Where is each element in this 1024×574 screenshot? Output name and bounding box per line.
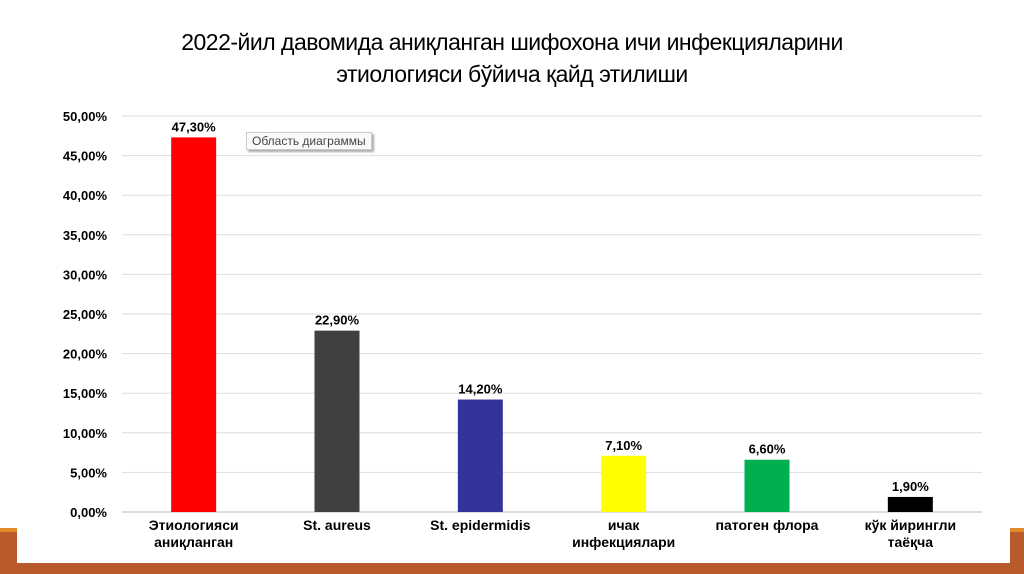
x-category-label: аниқланган	[154, 534, 233, 550]
chart-area-tooltip: Область диаграммы	[246, 132, 372, 150]
data-label: 7,10%	[605, 438, 642, 453]
bar[interactable]	[744, 459, 790, 512]
bar[interactable]	[457, 399, 503, 512]
y-tick-label: 5,00%	[70, 465, 107, 480]
y-tick-label: 50,00%	[63, 109, 108, 124]
y-tick-label: 0,00%	[70, 505, 107, 520]
x-category-label: кўк йирингли	[865, 517, 957, 533]
slide-title: 2022-йил давомида аниқланган шифохона ич…	[0, 26, 1024, 90]
x-category-label: инфекциялари	[572, 534, 675, 550]
data-label: 22,90%	[315, 313, 360, 328]
bar[interactable]	[314, 330, 360, 512]
x-category-label: Этиологияси	[149, 517, 239, 533]
x-category-label: ичак	[608, 517, 641, 533]
title-line-2: этиологияси бўйича қайд этилиши	[336, 61, 688, 87]
title-line-1: 2022-йил давомида аниқланган шифохона ич…	[181, 29, 843, 55]
data-label: 1,90%	[892, 479, 929, 494]
data-label: 47,30%	[172, 119, 217, 134]
bar[interactable]	[601, 455, 647, 512]
bar[interactable]	[887, 496, 933, 512]
bar[interactable]	[171, 137, 217, 512]
x-category-label: патоген флора	[716, 517, 819, 533]
x-category-label: St. aureus	[303, 517, 371, 533]
y-tick-label: 35,00%	[63, 228, 108, 243]
y-tick-label: 40,00%	[63, 188, 108, 203]
x-category-label: таёқча	[888, 534, 934, 550]
data-label: 14,20%	[458, 382, 503, 397]
y-tick-label: 20,00%	[63, 347, 108, 362]
x-category-label: St. epidermidis	[430, 517, 531, 533]
y-tick-label: 25,00%	[63, 307, 108, 322]
y-tick-label: 15,00%	[63, 386, 108, 401]
y-tick-label: 30,00%	[63, 267, 108, 282]
y-tick-label: 10,00%	[63, 426, 108, 441]
data-label: 6,60%	[749, 442, 786, 457]
y-tick-label: 45,00%	[63, 149, 108, 164]
